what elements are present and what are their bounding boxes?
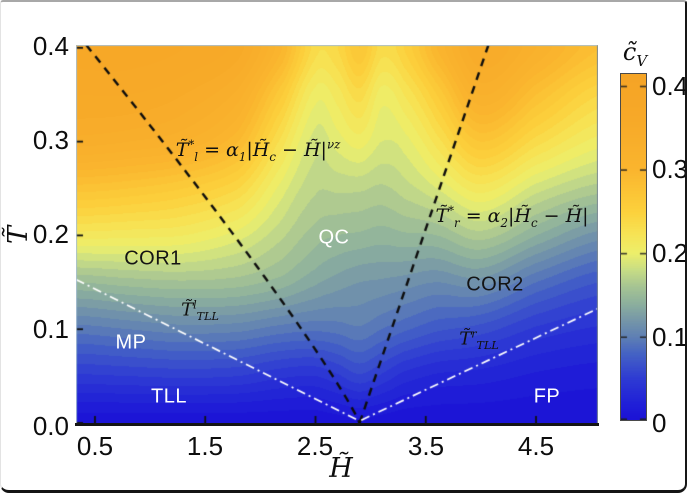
- colorbar: [620, 73, 647, 421]
- phase-label-cor2: COR2: [466, 273, 524, 296]
- annotation-right-crossover-equation: T̃*r = α2|H̃c − H̃|: [435, 203, 589, 230]
- x-tick-label: 4.5: [517, 431, 555, 461]
- phase-label-tll: TLL: [151, 385, 187, 408]
- annotation-tll-right-temperature: T̃rTLL: [459, 327, 499, 353]
- colorbar-canvas: [621, 74, 646, 420]
- y-tick-label: 0.3: [32, 125, 69, 155]
- y-tick-label: 0.0: [32, 411, 69, 441]
- y-tick-label: 0.2: [32, 219, 69, 249]
- x-tick-label: 0.5: [76, 431, 114, 461]
- y-tick-label: 0.1: [32, 314, 69, 344]
- colorbar-label: c̃V: [622, 38, 648, 70]
- x-tick-label: 1.5: [186, 431, 224, 461]
- annotation-left-crossover-equation: T̃*l = α1|H̃c − H̃|νz: [175, 137, 341, 164]
- colorbar-tick-label: 0.3: [652, 154, 687, 184]
- annotation-tll-left-temperature: T̃lTLL: [181, 298, 219, 324]
- colorbar-tick-label: 0: [652, 408, 667, 438]
- phase-label-mp: MP: [115, 331, 147, 354]
- x-axis-line: [75, 423, 599, 426]
- phase-label-qc: QC: [318, 226, 350, 249]
- y-tick-label: 0.4: [32, 31, 69, 61]
- x-tick-label: 3.5: [407, 431, 445, 461]
- x-tick-label: 2.5: [296, 431, 334, 461]
- x-axis-label: H̃: [329, 453, 353, 484]
- phase-label-fp: FP: [533, 385, 561, 408]
- colorbar-tick-label: 0.1: [652, 322, 687, 352]
- colorbar-tick-label: 0.4: [652, 71, 687, 101]
- heatmap-canvas: [76, 45, 598, 423]
- phase-label-cor1: COR1: [124, 247, 182, 270]
- colorbar-tick-label: 0.2: [652, 238, 687, 268]
